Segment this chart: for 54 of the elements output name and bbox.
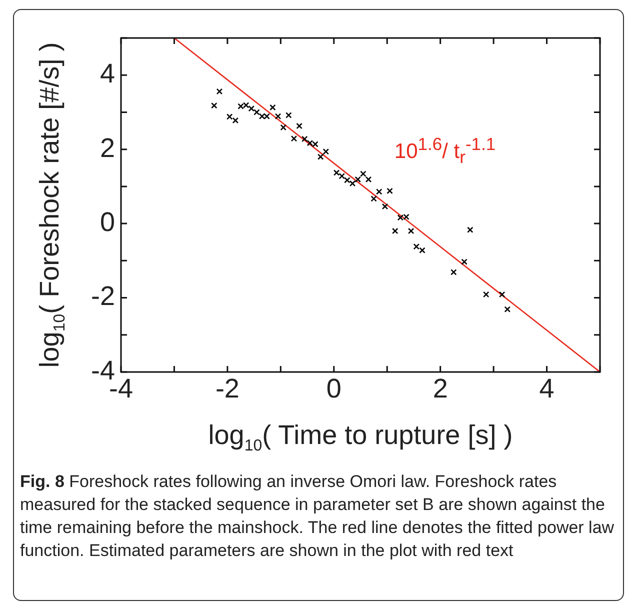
x-tick-label: 4 xyxy=(539,374,554,404)
point xyxy=(296,122,302,130)
y-tick-label: -2 xyxy=(90,281,115,312)
y-tick-label: 0 xyxy=(100,207,115,238)
point xyxy=(312,141,318,148)
point xyxy=(290,135,298,142)
point xyxy=(386,188,393,194)
x-axis-title: log$_{10}$( Time to rupture [s] ) xyxy=(207,420,514,456)
point xyxy=(397,214,404,221)
text: Fig. 8 Foreshock rates following an inverse Omori law. Foreshock rates measured for the stacked sequence in parameter set B are shown against the time remaining before the mainshock. The red line denotes the fitted power law function. Estimated parameters are shown in the plot with red text xyxy=(20,471,616,562)
point xyxy=(322,148,330,155)
point xyxy=(333,170,340,176)
point xyxy=(232,117,239,124)
point xyxy=(467,226,474,233)
point xyxy=(382,203,388,210)
point xyxy=(498,291,506,298)
point xyxy=(280,124,286,131)
point xyxy=(270,104,276,111)
point xyxy=(403,214,410,220)
point xyxy=(349,180,356,187)
point xyxy=(317,154,324,160)
point xyxy=(242,102,250,108)
point xyxy=(482,291,490,298)
point xyxy=(286,112,292,118)
point xyxy=(413,243,420,250)
point xyxy=(274,113,282,120)
x-tick-label: 0 xyxy=(326,374,342,404)
point xyxy=(376,188,382,195)
point xyxy=(392,228,398,234)
point xyxy=(461,258,468,265)
y-tick-label: 2 xyxy=(100,132,115,163)
point xyxy=(365,176,372,183)
point xyxy=(254,109,260,116)
point xyxy=(360,170,366,177)
point xyxy=(419,247,426,254)
point xyxy=(450,269,457,276)
y-tick-label: 4 xyxy=(100,58,115,89)
x-tick-label: 2 xyxy=(432,374,448,404)
point xyxy=(248,105,255,112)
point xyxy=(344,177,350,184)
point xyxy=(238,103,244,110)
point xyxy=(504,306,511,312)
point xyxy=(264,113,270,120)
point xyxy=(301,136,308,142)
point xyxy=(408,228,414,234)
x-tick-label: -2 xyxy=(215,374,240,404)
point xyxy=(258,113,266,120)
point xyxy=(338,172,345,180)
point xyxy=(226,114,233,120)
point xyxy=(211,102,218,109)
point xyxy=(306,140,314,146)
point xyxy=(370,196,377,202)
point xyxy=(216,88,223,95)
point xyxy=(354,176,361,183)
